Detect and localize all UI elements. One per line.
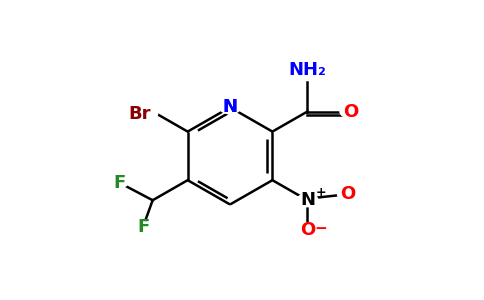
Circle shape	[297, 194, 318, 207]
Text: N: N	[223, 98, 238, 116]
Text: N: N	[223, 98, 238, 116]
Text: N: N	[300, 191, 315, 209]
Text: O: O	[343, 103, 358, 121]
Text: Br: Br	[129, 104, 151, 122]
Text: −: −	[315, 221, 327, 236]
Circle shape	[110, 177, 128, 188]
Text: O: O	[300, 221, 315, 239]
Circle shape	[220, 101, 241, 114]
Circle shape	[340, 105, 361, 118]
Text: +: +	[316, 186, 326, 200]
Text: F: F	[113, 174, 125, 192]
Circle shape	[297, 223, 318, 236]
Text: NH₂: NH₂	[288, 61, 326, 79]
Circle shape	[131, 105, 158, 122]
Text: F: F	[137, 218, 149, 236]
Circle shape	[337, 188, 359, 201]
Text: O: O	[340, 185, 356, 203]
Circle shape	[135, 221, 151, 232]
